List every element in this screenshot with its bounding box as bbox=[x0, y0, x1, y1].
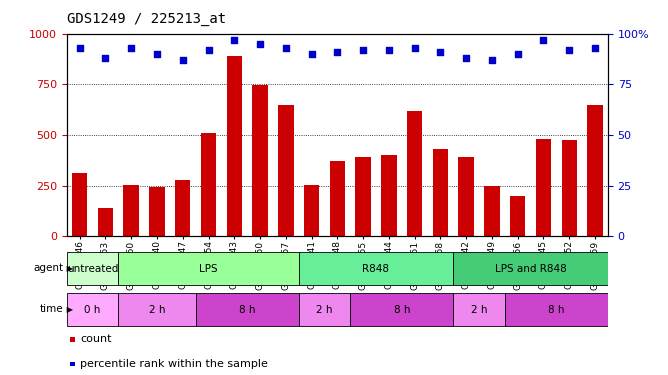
Text: ▶: ▶ bbox=[64, 264, 73, 273]
Bar bbox=[350, 293, 454, 326]
Bar bbox=[118, 252, 299, 285]
Bar bbox=[124, 184, 139, 236]
Bar bbox=[536, 139, 551, 236]
Text: LPS and R848: LPS and R848 bbox=[495, 264, 566, 273]
Point bbox=[178, 57, 188, 63]
Bar bbox=[149, 187, 165, 236]
Bar bbox=[201, 133, 216, 236]
Text: 2 h: 2 h bbox=[149, 305, 165, 315]
Text: R848: R848 bbox=[363, 264, 389, 273]
Point bbox=[332, 49, 343, 55]
Point bbox=[358, 47, 369, 53]
Bar bbox=[587, 105, 603, 236]
Point bbox=[203, 47, 214, 53]
Point bbox=[512, 51, 523, 57]
Point bbox=[229, 37, 240, 43]
Bar bbox=[433, 149, 448, 236]
Bar bbox=[329, 161, 345, 236]
Point bbox=[281, 45, 291, 51]
Point bbox=[409, 45, 420, 51]
Point bbox=[461, 55, 472, 61]
Text: agent: agent bbox=[33, 263, 63, 273]
Bar bbox=[253, 86, 268, 236]
Bar bbox=[72, 174, 88, 236]
Point bbox=[306, 51, 317, 57]
Bar bbox=[196, 293, 299, 326]
Bar bbox=[510, 196, 526, 236]
Text: 0 h: 0 h bbox=[84, 305, 101, 315]
Text: 2 h: 2 h bbox=[316, 305, 333, 315]
Text: percentile rank within the sample: percentile rank within the sample bbox=[80, 359, 268, 369]
Bar bbox=[454, 252, 608, 285]
Point bbox=[590, 45, 601, 51]
Bar bbox=[278, 105, 293, 236]
Bar bbox=[299, 293, 350, 326]
Text: GDS1249 / 225213_at: GDS1249 / 225213_at bbox=[67, 12, 226, 26]
Bar bbox=[454, 293, 505, 326]
Point bbox=[255, 41, 265, 47]
Point bbox=[538, 37, 549, 43]
Bar bbox=[98, 208, 113, 236]
Text: 8 h: 8 h bbox=[393, 305, 410, 315]
Bar bbox=[226, 56, 242, 236]
Bar bbox=[304, 184, 319, 236]
Point bbox=[435, 49, 446, 55]
Text: 2 h: 2 h bbox=[471, 305, 487, 315]
Text: time: time bbox=[40, 304, 63, 314]
Bar bbox=[562, 140, 577, 236]
Bar bbox=[67, 293, 118, 326]
Point bbox=[74, 45, 85, 51]
Text: 8 h: 8 h bbox=[548, 305, 564, 315]
Text: LPS: LPS bbox=[199, 264, 218, 273]
Bar bbox=[381, 155, 397, 236]
Bar bbox=[458, 157, 474, 236]
Bar bbox=[355, 157, 371, 236]
Text: count: count bbox=[80, 334, 112, 344]
Point bbox=[100, 55, 111, 61]
Point bbox=[152, 51, 162, 57]
Text: 8 h: 8 h bbox=[239, 305, 255, 315]
Text: ▶: ▶ bbox=[64, 305, 73, 314]
Point bbox=[564, 47, 574, 53]
Bar bbox=[299, 252, 454, 285]
Bar bbox=[505, 293, 608, 326]
Bar bbox=[484, 186, 500, 236]
Bar bbox=[175, 180, 190, 236]
Bar bbox=[67, 252, 118, 285]
Point bbox=[486, 57, 497, 63]
Bar bbox=[407, 111, 422, 236]
Point bbox=[383, 47, 394, 53]
Bar bbox=[118, 293, 196, 326]
Point bbox=[126, 45, 136, 51]
Text: untreated: untreated bbox=[67, 264, 118, 273]
